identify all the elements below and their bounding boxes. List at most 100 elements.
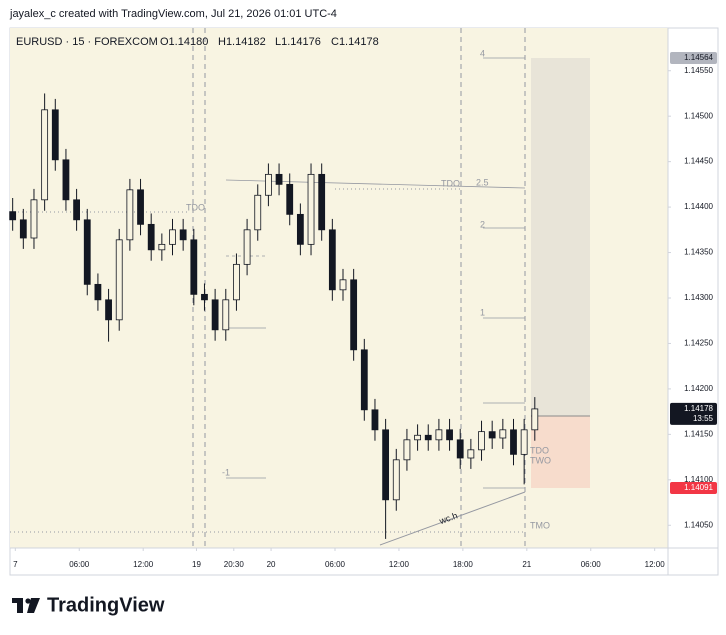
fib-label: 1 bbox=[480, 307, 485, 317]
candle-body bbox=[478, 431, 485, 451]
candle-body bbox=[382, 429, 390, 501]
candle-body bbox=[520, 429, 528, 455]
candle-body bbox=[19, 219, 27, 239]
x-tick-label: 12:00 bbox=[389, 560, 410, 569]
candle-body bbox=[83, 219, 91, 285]
attribution: jayalex_c created with TradingView.com, … bbox=[9, 8, 337, 20]
y-tick-label: 1.14500 bbox=[684, 111, 713, 120]
y-tick-label: 1.14400 bbox=[684, 202, 713, 211]
target-zone bbox=[531, 58, 590, 416]
y-tick-label: 1.14150 bbox=[684, 429, 713, 438]
annotation: TDO bbox=[186, 202, 205, 212]
price-label: 1.14564 bbox=[684, 53, 713, 62]
candle-body bbox=[254, 194, 262, 231]
fib-label: 2.5 bbox=[476, 177, 489, 187]
price-label-box bbox=[670, 52, 717, 64]
fib-label: 2 bbox=[480, 219, 485, 229]
candle-body bbox=[105, 299, 112, 321]
candle-body bbox=[307, 173, 315, 245]
candle-body bbox=[510, 429, 517, 455]
candle-body bbox=[499, 429, 507, 439]
x-tick-label: 18:00 bbox=[453, 560, 474, 569]
candle-body bbox=[115, 239, 123, 321]
y-tick-label: 1.14450 bbox=[684, 157, 713, 166]
candle-body bbox=[467, 449, 475, 459]
logo-icon bbox=[12, 598, 40, 613]
annotation: TDO bbox=[530, 445, 549, 455]
fib-label: -1 bbox=[222, 467, 230, 477]
candle-body bbox=[296, 213, 304, 245]
candle-body bbox=[211, 299, 219, 331]
candle-body bbox=[51, 109, 59, 161]
ohlc-label: L1.14176 bbox=[275, 36, 321, 48]
y-tick-label: 1.14300 bbox=[684, 293, 713, 302]
y-tick-label: 1.14100 bbox=[684, 475, 713, 484]
ohlc-label: C1.14178 bbox=[331, 36, 379, 48]
x-tick-label: 7 bbox=[13, 560, 18, 569]
candle-body bbox=[243, 229, 251, 265]
candle-body bbox=[424, 434, 432, 441]
candle-body bbox=[179, 229, 187, 241]
candle-body bbox=[233, 263, 240, 301]
ohlc-label: O1.14180 bbox=[160, 36, 208, 48]
y-tick-label: 1.14200 bbox=[684, 384, 713, 393]
candle-body bbox=[414, 434, 421, 441]
candle-body bbox=[318, 173, 326, 231]
y-tick-label: 1.14550 bbox=[684, 66, 713, 75]
candle-body bbox=[190, 239, 198, 295]
candle-body bbox=[531, 408, 539, 431]
candle-body bbox=[403, 439, 411, 461]
candle-body bbox=[201, 293, 208, 301]
ohlc-label: H1.14182 bbox=[218, 36, 266, 48]
candle-body bbox=[73, 199, 80, 221]
candle-body bbox=[488, 431, 496, 439]
x-tick-label: 06:00 bbox=[581, 560, 602, 569]
candle-body bbox=[275, 173, 283, 185]
candle-body bbox=[371, 409, 379, 431]
y-tick-label: 1.14250 bbox=[684, 339, 713, 348]
candle-body bbox=[350, 279, 358, 351]
candle-body bbox=[456, 439, 464, 459]
price-label-box bbox=[670, 402, 717, 425]
symbol: EURUSD · 15 · FOREXCOM bbox=[16, 36, 158, 48]
x-tick-label: 20:30 bbox=[224, 560, 245, 569]
candle-body bbox=[147, 223, 155, 251]
x-tick-label: 19 bbox=[192, 560, 201, 569]
x-tick-label: 12:00 bbox=[133, 560, 154, 569]
logo-text: TradingView bbox=[47, 594, 165, 616]
candle-body bbox=[158, 243, 166, 251]
candle-body bbox=[30, 199, 38, 239]
trend-line bbox=[379, 491, 526, 546]
candles bbox=[9, 93, 539, 539]
x-tick-label: 21 bbox=[522, 560, 531, 569]
x-tick-label: 20 bbox=[267, 560, 276, 569]
y-tick-label: 1.14350 bbox=[684, 248, 713, 257]
candle-body bbox=[222, 299, 230, 331]
price-label-box bbox=[670, 482, 717, 494]
candle-body bbox=[9, 211, 17, 221]
candle-body bbox=[339, 279, 347, 291]
candle-body bbox=[435, 429, 443, 441]
candle-body bbox=[446, 429, 453, 441]
candle-body bbox=[392, 459, 400, 501]
y-tick-label: 1.14050 bbox=[684, 520, 713, 529]
annotation: TMO bbox=[530, 520, 550, 530]
x-tick-label: 06:00 bbox=[69, 560, 90, 569]
candle-body bbox=[126, 189, 134, 241]
countdown: 13:55 bbox=[693, 414, 714, 423]
x-tick-label: 06:00 bbox=[325, 560, 346, 569]
price-label: 1.14178 bbox=[684, 404, 713, 413]
candle-body bbox=[41, 109, 49, 201]
candle-body bbox=[328, 229, 336, 291]
x-tick-label: 12:00 bbox=[645, 560, 666, 569]
stop-zone bbox=[531, 416, 590, 488]
annotation: TDO bbox=[441, 178, 460, 188]
annotation: TWO bbox=[530, 455, 551, 465]
candle-body bbox=[137, 189, 144, 225]
candle-body bbox=[169, 229, 176, 245]
fib-label: 4 bbox=[480, 48, 485, 58]
candle-body bbox=[265, 173, 272, 196]
candle-body bbox=[286, 183, 294, 215]
